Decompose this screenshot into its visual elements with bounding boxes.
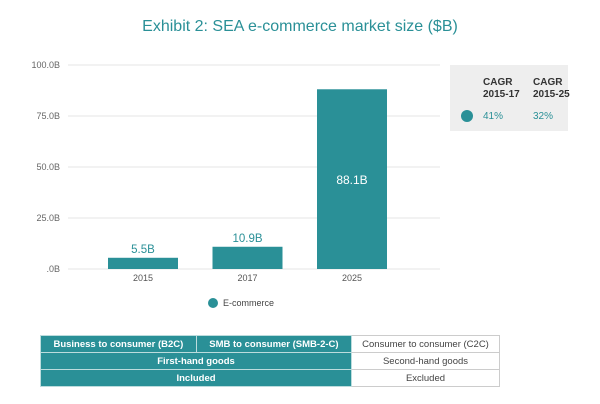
cagr-box: CAGR 2015-17 CAGR 2015-25 41% 32%: [450, 65, 570, 131]
x-tick-label: 2017: [237, 273, 257, 283]
table-cell: First-hand goods: [40, 352, 352, 370]
table-cell: Second-hand goods: [351, 352, 500, 370]
x-tick-label: 2025: [342, 273, 362, 283]
bar-chart: .0B 25.0B 50.0B 75.0B 100.0B 5.5B 2015 10.9B 201…: [31, 60, 440, 308]
cagr-value-1: 41%: [483, 111, 504, 122]
table-cell: Business to consumer (B2C): [40, 335, 197, 353]
y-tick-label: 100.0B: [31, 60, 60, 70]
table-cell: Consumer to consumer (C2C): [351, 335, 500, 353]
table-cell: Excluded: [351, 369, 500, 387]
data-label: 5.5B: [131, 244, 155, 256]
x-tick-label: 2015: [133, 273, 153, 283]
legend-label: E-commerce: [223, 298, 274, 308]
cagr-header-1: CAGR 2015-17: [483, 77, 520, 100]
legend-dot-icon: [208, 298, 218, 308]
y-tick-label: 25.0B: [36, 213, 60, 223]
series-dot-icon: [461, 110, 473, 122]
cagr-value-2: 32%: [533, 111, 554, 122]
table-cell: Included: [40, 369, 352, 387]
cagr-header-2: CAGR 2015-25: [533, 77, 570, 100]
table-row: Business to consumer (B2C) SMB to consume…: [40, 335, 500, 353]
table-row: Included Excluded: [40, 369, 500, 387]
table-cell: SMB to consumer (SMB-2-C): [195, 335, 353, 353]
data-label: 88.1B: [336, 173, 367, 187]
bar-2025: [317, 89, 387, 269]
bar-2017: [212, 246, 283, 269]
data-label: 10.9B: [232, 233, 262, 245]
scope-table: Business to consumer (B2C) SMB to consume…: [40, 335, 500, 387]
chart-title: Exhibit 2: SEA e-commerce market size ($…: [142, 18, 458, 35]
y-tick-label: .0B: [46, 264, 60, 274]
table-row: First-hand goods Second-hand goods: [40, 352, 500, 370]
y-tick-label: 50.0B: [36, 162, 60, 172]
bar-2015: [108, 257, 178, 269]
y-tick-label: 75.0B: [36, 111, 60, 121]
